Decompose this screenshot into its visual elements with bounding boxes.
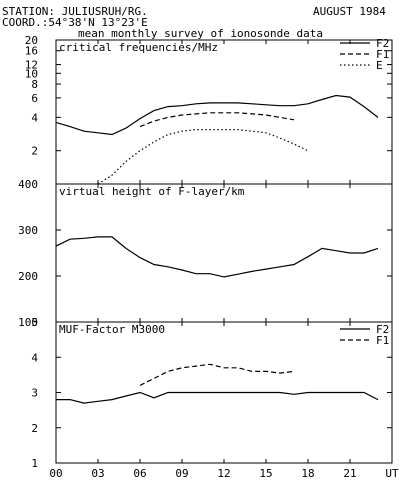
x-tick-label: 21 (343, 467, 356, 480)
y-tick-label: 5 (31, 316, 38, 329)
series-f2-line (56, 391, 379, 404)
y-tick-label: 20 (25, 34, 38, 47)
x-tick-label: 00 (49, 467, 62, 480)
y-tick-label: 400 (18, 178, 38, 191)
series-f2-line (55, 94, 379, 136)
x-tick-label: 03 (91, 467, 104, 480)
coordinates-label: COORD.:54°38'N 13°23'E (2, 16, 148, 29)
x-tick-label: 18 (301, 467, 314, 480)
y-tick-label: 6 (31, 92, 38, 105)
y-tick-label: 8 (31, 78, 38, 91)
x-tick-label: 06 (133, 467, 146, 480)
y-tick-label: 100 (18, 316, 38, 329)
legend-f2-label: F2 (376, 37, 389, 50)
legend-e-label: E (376, 59, 383, 72)
date-label: AUGUST 1984 (313, 5, 386, 18)
survey-subtitle: mean monthly survey of ionosonde data (78, 27, 324, 40)
y-tick-label: 300 (18, 224, 38, 237)
series-f1-line (139, 112, 295, 128)
panel-2-frame (55, 183, 393, 323)
legend-f1-label: F1 (376, 48, 389, 61)
x-tick-label: 09 (175, 467, 188, 480)
x-tick-label: 15 (259, 467, 272, 480)
panel-3-title: MUF-Factor M3000 (59, 323, 165, 336)
series-height-line (55, 236, 379, 278)
series-f1-line (139, 363, 295, 386)
y-tick-label: 4 (31, 351, 38, 364)
y-tick-label: 2 (31, 422, 38, 435)
series-e-line (97, 129, 309, 185)
y-tick-label: 1 (31, 457, 38, 470)
x-tick-label: UT (385, 467, 399, 480)
station-label: STATION: JULIUSRUH/RG. (2, 5, 148, 18)
legend-f1-label: F1 (376, 334, 389, 347)
legend-f2-label: F2 (376, 323, 389, 336)
panel-2-title: virtual height of F-layer/km (59, 185, 245, 198)
y-tick-label: 200 (18, 270, 38, 283)
panel-1-frame (55, 39, 393, 185)
y-tick-label: 3 (31, 387, 38, 400)
panel-1-title: critical frequencies/MHz (59, 41, 218, 54)
y-tick-label: 4 (31, 111, 38, 124)
y-tick-label: 2 (31, 145, 38, 158)
y-tick-label: 16 (25, 45, 38, 58)
y-tick-label: 12 (25, 59, 38, 72)
y-tick-label: 10 (25, 67, 38, 80)
x-tick-label: 12 (217, 467, 230, 480)
